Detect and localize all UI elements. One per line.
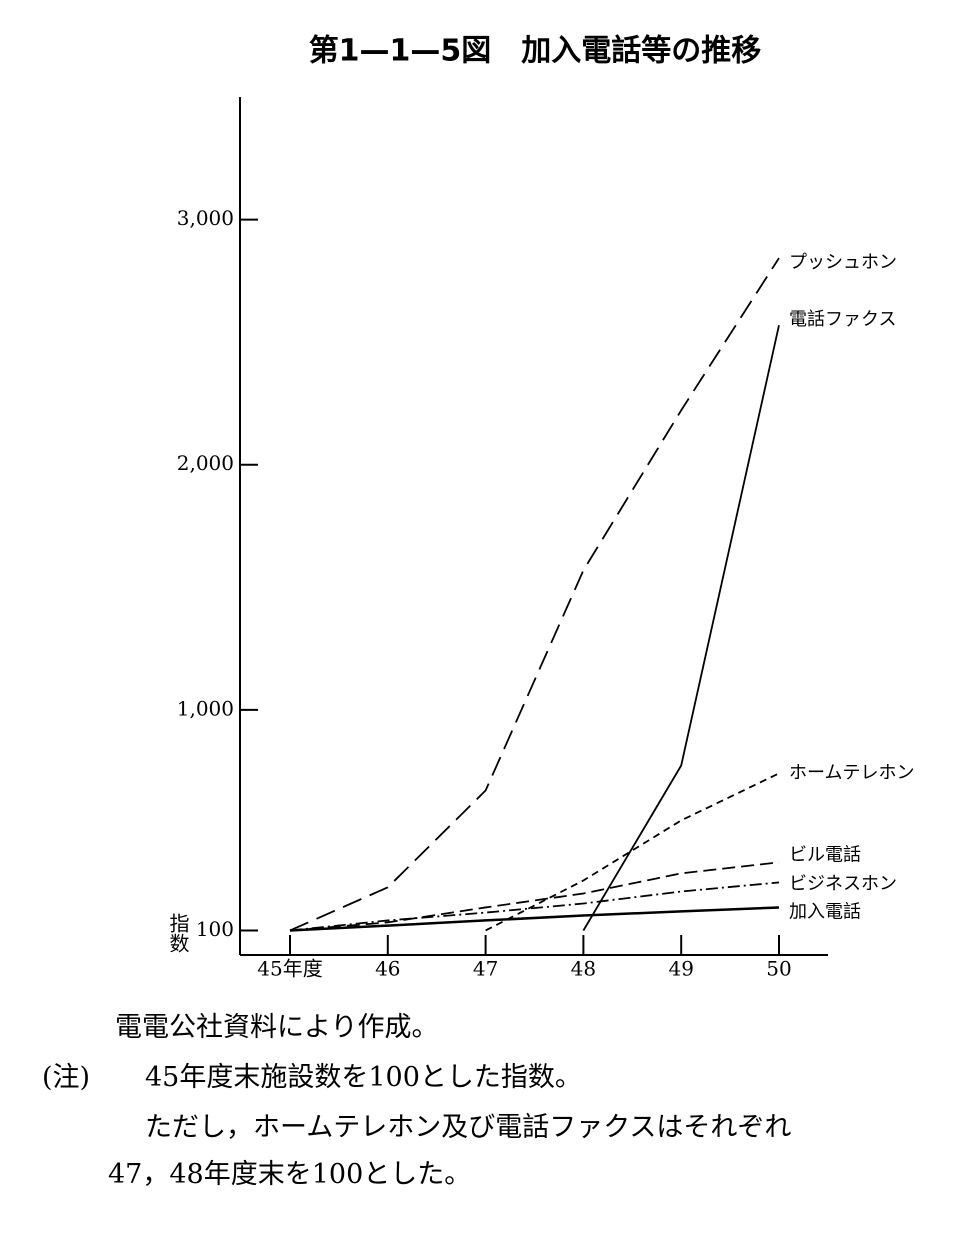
series-label: 電話ファクス [789,309,896,330]
series-label: ビル電話 [789,844,861,865]
note: 45年度末施設数を100とした指数。 [145,1062,582,1093]
x-tick-label: 46 [375,957,400,981]
series-label: 加入電話 [789,901,861,922]
series-line [289,906,780,932]
series-line [485,772,780,932]
series-label: プッシュホン [789,252,897,273]
x-tick-label: 49 [668,957,693,981]
chart: 第1—1—5図 加入電話等の推移 100 1,000 2,000 3,000 45年度 4… [177,34,915,981]
y-tick-label: 3,000 [177,206,234,230]
chart-title: 第1—1—5図 加入電話等の推移 [309,34,762,69]
x-tick-label: 47 [473,957,498,981]
y-tick-label: 100 [196,917,234,941]
y-tick-label: 2,000 [177,451,234,475]
series-line [289,881,780,932]
x-tick-label: 50 [766,957,791,981]
series-label: ホームテレホン [789,762,914,783]
x-tick-label: 48 [571,957,596,981]
y-axis-label: 指数 [166,913,190,953]
note: 47，48年度末を100とした。 [108,1159,472,1190]
y-tick-label: 1,000 [177,696,234,720]
series-line [289,861,780,932]
source: 電電公社資料により作成。 [115,1012,439,1043]
x-tick-label: 45年度 [257,957,322,981]
series-label: ビジネスホン [789,873,897,894]
series-line [582,325,780,931]
series-line [289,257,780,932]
note: ただし，ホームテレホン及び電話ファクスはそれぞれ [145,1112,792,1143]
note-mark: (注) [42,1062,91,1093]
